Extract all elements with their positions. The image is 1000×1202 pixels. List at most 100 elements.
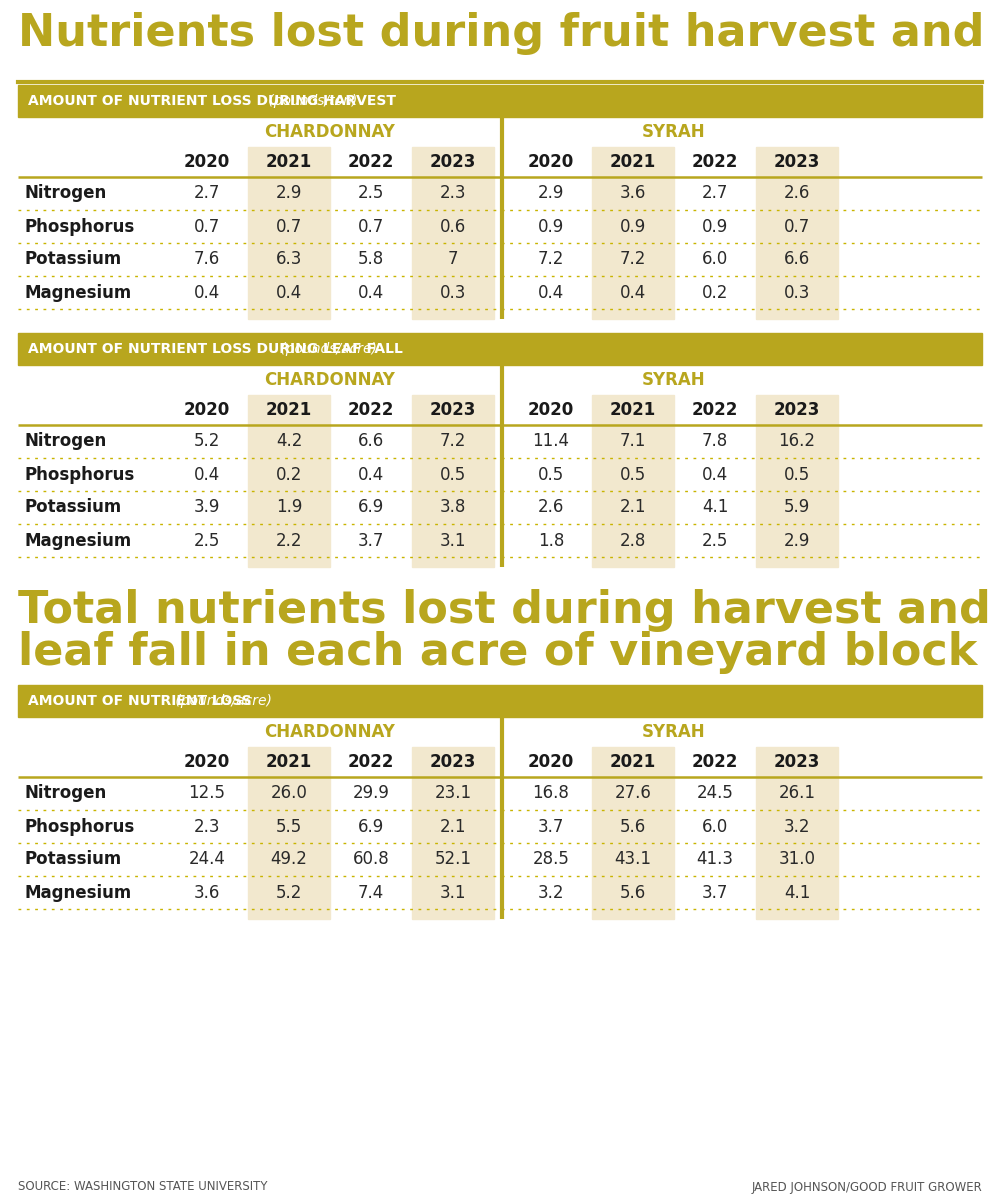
Text: 2020: 2020 bbox=[528, 153, 574, 171]
Text: SOURCE: WASHINGTON STATE UNIVERSITY: SOURCE: WASHINGTON STATE UNIVERSITY bbox=[18, 1180, 268, 1194]
Bar bbox=[412, 746, 494, 920]
Text: 23.1: 23.1 bbox=[434, 785, 472, 803]
Text: Nitrogen: Nitrogen bbox=[24, 433, 106, 451]
Text: JARED JOHNSON/GOOD FRUIT GROWER: JARED JOHNSON/GOOD FRUIT GROWER bbox=[751, 1180, 982, 1194]
Text: 3.7: 3.7 bbox=[702, 883, 728, 902]
Text: 0.5: 0.5 bbox=[620, 465, 646, 483]
Text: 2.7: 2.7 bbox=[702, 184, 728, 202]
Text: 2.6: 2.6 bbox=[538, 499, 564, 517]
Text: 7.8: 7.8 bbox=[702, 433, 728, 451]
Text: 3.1: 3.1 bbox=[440, 883, 466, 902]
Text: 52.1: 52.1 bbox=[434, 851, 472, 869]
Text: 27.6: 27.6 bbox=[615, 785, 651, 803]
Text: 2023: 2023 bbox=[430, 153, 476, 171]
Bar bbox=[18, 333, 982, 365]
Text: 0.3: 0.3 bbox=[784, 284, 810, 302]
Text: 60.8: 60.8 bbox=[353, 851, 389, 869]
Text: 2.8: 2.8 bbox=[620, 531, 646, 549]
Text: 6.0: 6.0 bbox=[702, 250, 728, 268]
Text: 28.5: 28.5 bbox=[533, 851, 569, 869]
Text: 5.9: 5.9 bbox=[784, 499, 810, 517]
Text: CHARDONNAY: CHARDONNAY bbox=[265, 123, 395, 141]
Bar bbox=[592, 746, 674, 920]
Text: Potassium: Potassium bbox=[24, 499, 121, 517]
Text: 0.9: 0.9 bbox=[620, 218, 646, 236]
Text: 2020: 2020 bbox=[184, 153, 230, 171]
Text: 0.4: 0.4 bbox=[358, 284, 384, 302]
Text: 2.3: 2.3 bbox=[440, 184, 466, 202]
Text: 4.2: 4.2 bbox=[276, 433, 302, 451]
Text: 0.4: 0.4 bbox=[620, 284, 646, 302]
Text: 2021: 2021 bbox=[266, 752, 312, 770]
Text: 5.5: 5.5 bbox=[276, 817, 302, 835]
Text: 2.7: 2.7 bbox=[194, 184, 220, 202]
Text: SYRAH: SYRAH bbox=[642, 371, 706, 389]
Text: 0.5: 0.5 bbox=[440, 465, 466, 483]
Text: 1.8: 1.8 bbox=[538, 531, 564, 549]
Text: SYRAH: SYRAH bbox=[642, 123, 706, 141]
Text: 0.2: 0.2 bbox=[702, 284, 728, 302]
Text: SYRAH: SYRAH bbox=[642, 722, 706, 740]
Text: 2022: 2022 bbox=[692, 153, 738, 171]
Text: 6.9: 6.9 bbox=[358, 499, 384, 517]
Text: 43.1: 43.1 bbox=[614, 851, 652, 869]
Bar bbox=[18, 685, 982, 718]
Text: 2022: 2022 bbox=[348, 401, 394, 419]
Text: 7.6: 7.6 bbox=[194, 250, 220, 268]
Text: 2022: 2022 bbox=[692, 401, 738, 419]
Text: AMOUNT OF NUTRIENT LOSS DURING LEAF FALL (pounds/acre): AMOUNT OF NUTRIENT LOSS DURING LEAF FALL… bbox=[28, 343, 463, 356]
Text: Phosphorus: Phosphorus bbox=[24, 218, 134, 236]
Text: 2.9: 2.9 bbox=[538, 184, 564, 202]
Text: 6.9: 6.9 bbox=[358, 817, 384, 835]
Text: 3.6: 3.6 bbox=[620, 184, 646, 202]
Text: 2.5: 2.5 bbox=[194, 531, 220, 549]
Text: 2021: 2021 bbox=[266, 401, 312, 419]
Text: 2021: 2021 bbox=[610, 752, 656, 770]
Text: 2023: 2023 bbox=[774, 153, 820, 171]
Text: 2.1: 2.1 bbox=[440, 817, 466, 835]
Text: 0.4: 0.4 bbox=[538, 284, 564, 302]
Text: 2021: 2021 bbox=[610, 401, 656, 419]
Text: 7.1: 7.1 bbox=[620, 433, 646, 451]
Text: 2020: 2020 bbox=[184, 401, 230, 419]
Text: 0.4: 0.4 bbox=[276, 284, 302, 302]
Text: 3.9: 3.9 bbox=[194, 499, 220, 517]
Text: 7.2: 7.2 bbox=[620, 250, 646, 268]
Text: Magnesium: Magnesium bbox=[24, 284, 131, 302]
Text: 0.2: 0.2 bbox=[276, 465, 302, 483]
Text: 5.2: 5.2 bbox=[194, 433, 220, 451]
Text: 26.0: 26.0 bbox=[271, 785, 307, 803]
Text: 0.5: 0.5 bbox=[784, 465, 810, 483]
Text: Nitrogen: Nitrogen bbox=[24, 785, 106, 803]
Bar bbox=[248, 746, 330, 920]
Text: 2023: 2023 bbox=[774, 752, 820, 770]
Text: 2020: 2020 bbox=[528, 401, 574, 419]
Bar bbox=[592, 395, 674, 567]
Text: 0.7: 0.7 bbox=[358, 218, 384, 236]
Text: 49.2: 49.2 bbox=[271, 851, 307, 869]
Text: Potassium: Potassium bbox=[24, 851, 121, 869]
Bar bbox=[18, 85, 982, 117]
Text: AMOUNT OF NUTRIENT LOSS: AMOUNT OF NUTRIENT LOSS bbox=[28, 694, 252, 708]
Text: 4.1: 4.1 bbox=[702, 499, 728, 517]
Text: AMOUNT OF NUTRIENT LOSS DURING HARVEST (pounds/ton): AMOUNT OF NUTRIENT LOSS DURING HARVEST (… bbox=[28, 94, 449, 108]
Text: AMOUNT OF NUTRIENT LOSS DURING LEAF FALL: AMOUNT OF NUTRIENT LOSS DURING LEAF FALL bbox=[28, 343, 403, 356]
Bar bbox=[756, 746, 838, 920]
Text: 2022: 2022 bbox=[348, 752, 394, 770]
Text: CHARDONNAY: CHARDONNAY bbox=[265, 371, 395, 389]
Text: 7: 7 bbox=[448, 250, 458, 268]
Bar bbox=[412, 147, 494, 319]
Text: 12.5: 12.5 bbox=[188, 785, 226, 803]
Text: 0.7: 0.7 bbox=[276, 218, 302, 236]
Text: 4.1: 4.1 bbox=[784, 883, 810, 902]
Text: 0.5: 0.5 bbox=[538, 465, 564, 483]
Text: 5.6: 5.6 bbox=[620, 883, 646, 902]
Text: 0.7: 0.7 bbox=[194, 218, 220, 236]
Text: 0.6: 0.6 bbox=[440, 218, 466, 236]
Text: 7.2: 7.2 bbox=[440, 433, 466, 451]
Text: Nitrogen: Nitrogen bbox=[24, 184, 106, 202]
Text: 6.6: 6.6 bbox=[784, 250, 810, 268]
Text: 3.7: 3.7 bbox=[358, 531, 384, 549]
Text: 0.9: 0.9 bbox=[702, 218, 728, 236]
Text: 0.9: 0.9 bbox=[538, 218, 564, 236]
